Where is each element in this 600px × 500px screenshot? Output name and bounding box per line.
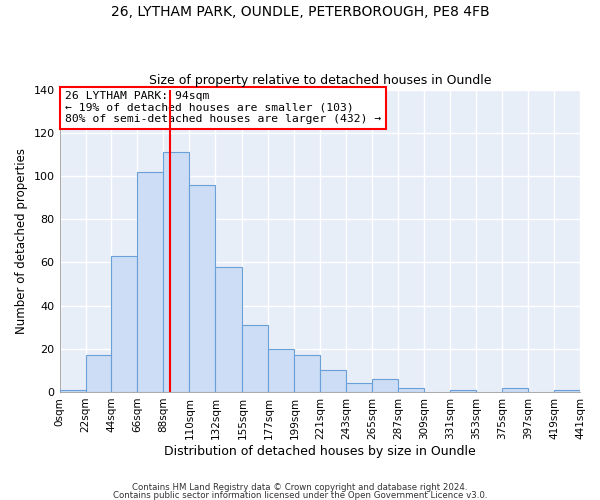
Bar <box>242 325 268 392</box>
Bar <box>398 388 424 392</box>
Bar <box>502 388 528 392</box>
Bar <box>86 355 112 392</box>
Bar <box>372 379 398 392</box>
X-axis label: Distribution of detached houses by size in Oundle: Distribution of detached houses by size … <box>164 444 476 458</box>
Bar <box>295 355 320 392</box>
Bar <box>190 184 215 392</box>
Bar <box>268 349 295 392</box>
Bar <box>137 172 163 392</box>
Text: 26 LYTHAM PARK: 94sqm
← 19% of detached houses are smaller (103)
80% of semi-det: 26 LYTHAM PARK: 94sqm ← 19% of detached … <box>65 91 381 124</box>
Bar <box>163 152 190 392</box>
Y-axis label: Number of detached properties: Number of detached properties <box>15 148 28 334</box>
Bar <box>554 390 580 392</box>
Bar <box>215 266 242 392</box>
Bar <box>112 256 137 392</box>
Text: Contains public sector information licensed under the Open Government Licence v3: Contains public sector information licen… <box>113 490 487 500</box>
Bar <box>320 370 346 392</box>
Text: 26, LYTHAM PARK, OUNDLE, PETERBOROUGH, PE8 4FB: 26, LYTHAM PARK, OUNDLE, PETERBOROUGH, P… <box>110 5 490 19</box>
Bar <box>59 390 86 392</box>
Bar <box>450 390 476 392</box>
Bar <box>346 384 372 392</box>
Title: Size of property relative to detached houses in Oundle: Size of property relative to detached ho… <box>149 74 491 87</box>
Text: Contains HM Land Registry data © Crown copyright and database right 2024.: Contains HM Land Registry data © Crown c… <box>132 484 468 492</box>
